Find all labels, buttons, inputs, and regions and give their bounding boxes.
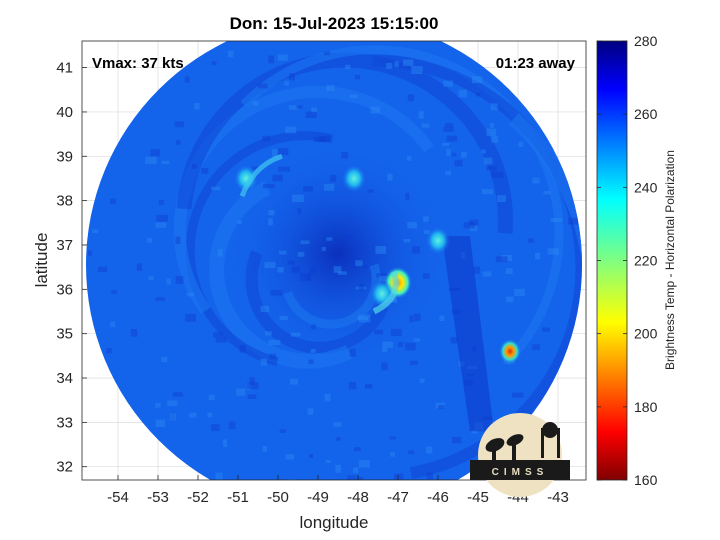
- y-tick-label: 38: [56, 193, 73, 210]
- warm-feature-mark: [426, 226, 450, 255]
- vmax-annotation: Vmax: 37 kts: [92, 55, 184, 72]
- colorbar: [597, 41, 627, 480]
- x-tick-label: -54: [107, 489, 129, 506]
- y-tick-label: 37: [56, 237, 73, 254]
- chart-title: Don: 15-Jul-2023 15:15:00: [230, 14, 439, 33]
- warm-feature-mark: [342, 164, 366, 193]
- cimss-logo: CIMSS: [470, 413, 570, 497]
- colorbar-tick-label: 280: [634, 33, 658, 49]
- x-tick-label: -45: [467, 489, 489, 506]
- y-tick-label: 35: [56, 326, 73, 343]
- logo-band: [470, 460, 570, 480]
- colorbar-label: Brightness Temp - Horizontal Polarizatio…: [663, 150, 677, 370]
- x-tick-label: -52: [187, 489, 209, 506]
- colorbar-tick-label: 240: [634, 179, 658, 195]
- y-axis-label: latitude: [32, 233, 51, 288]
- y-tick-label: 39: [56, 148, 73, 165]
- water-tower-icon: [542, 422, 558, 438]
- x-tick-label: -46: [427, 489, 449, 506]
- y-tick-label: 34: [56, 370, 73, 387]
- colorbar-tick-label: 160: [634, 472, 658, 488]
- colorbar-ticks: 160 180 200 220 240 260 280: [597, 33, 658, 488]
- y-tick-label: 32: [56, 459, 73, 476]
- swath-image: [86, 41, 582, 480]
- colorbar-tick-label: 180: [634, 399, 658, 415]
- warm-feature-mark: [499, 338, 521, 365]
- warm-feature-mark: [234, 164, 258, 193]
- colorbar-tick-label: 200: [634, 326, 658, 342]
- x-tick-label: -43: [547, 489, 569, 506]
- y-tick-label: 41: [56, 60, 73, 77]
- x-tick-label: -49: [307, 489, 329, 506]
- warm-features: [234, 153, 521, 365]
- logo-text: CIMSS: [492, 467, 549, 478]
- satellite-dish-icon: [485, 438, 505, 452]
- axes-box: [81, 40, 587, 481]
- y-tick-label: 33: [56, 414, 73, 431]
- x-tick-label: -53: [147, 489, 169, 506]
- colorbar-tick-label: 260: [634, 106, 658, 122]
- cyan-streak: [239, 153, 283, 198]
- x-tick-label: -47: [387, 489, 409, 506]
- x-tick-label: -50: [267, 489, 289, 506]
- axis-ticks: -54 -53 -52 -51 -50 -49 -48 -47 -46 -45 -44 -433233…: [56, 60, 569, 506]
- y-tick-label: 40: [56, 104, 73, 121]
- eyewall-arc: [372, 270, 399, 315]
- y-tick-label: 36: [56, 281, 73, 298]
- swath-texture: [87, 45, 582, 480]
- x-tick-label: -51: [227, 489, 249, 506]
- x-tick-label: -48: [347, 489, 369, 506]
- colorbar-tick-label: 220: [634, 253, 658, 269]
- x-axis-label: longitude: [299, 513, 368, 532]
- time-away-annotation: 01:23 away: [496, 55, 576, 72]
